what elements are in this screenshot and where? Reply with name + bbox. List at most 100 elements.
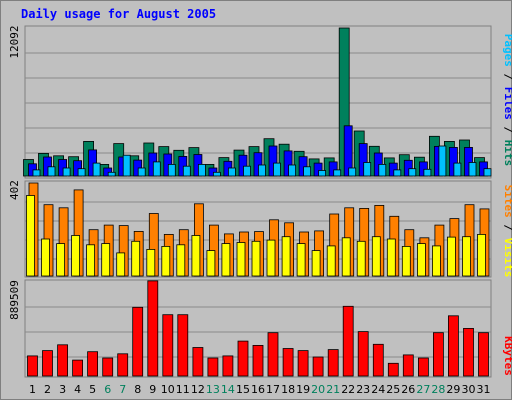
files-bar — [238, 154, 248, 177]
pages-bar — [137, 167, 146, 177]
pages-bar — [333, 169, 342, 177]
kbytes-bar — [297, 350, 309, 377]
x-tick-label: 2 — [44, 383, 51, 396]
legend-sep: / — [502, 218, 512, 238]
visits-bar — [296, 243, 306, 277]
visits-bar — [146, 248, 156, 277]
x-tick-label: 13 — [206, 383, 220, 396]
pages-bar — [378, 163, 387, 177]
legend-sep: / — [502, 120, 512, 140]
kbytes-bar — [312, 356, 324, 377]
visits-bar — [71, 235, 80, 277]
visits-bar — [161, 245, 171, 277]
visits-bar — [326, 245, 336, 277]
files-bar — [464, 146, 473, 177]
files-bar — [283, 150, 293, 177]
kbytes-bar — [72, 359, 83, 377]
visits-bar — [311, 250, 321, 277]
visits-bar — [477, 233, 486, 277]
kbytes-bar — [117, 353, 129, 377]
x-tick-label: 31 — [477, 383, 491, 396]
pages-bar — [152, 161, 161, 177]
pages-bar — [227, 167, 236, 177]
pages-bar — [423, 168, 432, 177]
x-axis-day-labels: 1 2 3 4 5 6 7 8 9 10 11 12 13 14 15 16 17 18 19 20 21 22 23 24 2… — [29, 383, 491, 396]
x-tick-label: 25 — [386, 383, 400, 396]
visits-bar — [176, 244, 186, 277]
visits-bar — [131, 240, 141, 277]
legend-files: Files — [502, 87, 512, 120]
visits-bar — [416, 243, 426, 277]
files-bar — [328, 161, 338, 177]
kbytes-bar — [357, 331, 369, 377]
visits-bar — [236, 242, 246, 277]
visits-bar — [341, 237, 351, 277]
legend-hits: Hits — [502, 140, 512, 167]
visits-bar — [116, 252, 126, 277]
x-tick-label: 26 — [401, 383, 415, 396]
files-bar — [313, 162, 323, 177]
kbytes-bar — [102, 357, 114, 377]
pages-bar — [32, 169, 41, 177]
legend-sep: / — [502, 67, 512, 87]
x-tick-label: 11 — [176, 383, 190, 396]
pages-bar — [318, 170, 327, 177]
chart-title: Daily usage for August 2005 — [21, 7, 216, 21]
pages-bar — [273, 162, 281, 177]
x-tick-label: 8 — [134, 383, 141, 396]
kbytes-bar — [207, 357, 219, 377]
visits-bar — [431, 245, 441, 277]
x-tick-label: 17 — [266, 383, 280, 396]
hits-legend: Pages / Files / Hits — [502, 34, 512, 167]
x-tick-label: 21 — [326, 383, 340, 396]
kbytes-bar — [42, 350, 53, 377]
x-tick-label: 20 — [311, 383, 325, 396]
kbytes-bar — [237, 340, 249, 377]
x-tick-label: 10 — [161, 383, 175, 396]
kbytes-bar — [192, 347, 204, 377]
visits-bar — [446, 236, 456, 277]
pages-bar — [303, 166, 312, 177]
kbytes-bar — [132, 306, 144, 377]
kbytes-bar — [478, 332, 489, 377]
kbytes-bar — [267, 332, 279, 377]
kbytes-bar — [177, 314, 189, 377]
kbytes-bar — [87, 351, 98, 377]
x-tick-label: 24 — [371, 383, 385, 396]
kbytes-max-label: 889509 — [8, 280, 21, 320]
hits-panel: 12092 Pages / Files / Hits — [8, 25, 512, 179]
pages-bar — [363, 162, 372, 177]
visits-bar — [221, 243, 231, 277]
kbytes-bar — [147, 280, 159, 377]
legend-visits: Visits — [502, 238, 512, 278]
files-bar — [253, 152, 263, 177]
pages-bar — [212, 171, 221, 177]
x-tick-label: 15 — [236, 383, 250, 396]
visits-panel: 402 Sites / Visits — [8, 180, 512, 278]
kbytes-legend: KBytes — [502, 336, 512, 376]
pages-bar — [197, 163, 206, 177]
kbytes-bar — [387, 362, 399, 377]
x-tick-label: 4 — [74, 383, 81, 396]
legend-kbytes: KBytes — [502, 336, 512, 376]
visits-bar — [191, 235, 201, 277]
x-tick-label: 27 — [416, 383, 430, 396]
kbytes-bar — [222, 355, 234, 377]
pages-bar — [258, 164, 266, 177]
visits-bar — [401, 245, 411, 277]
visits-bar — [371, 236, 381, 277]
hits-bars — [23, 27, 492, 177]
legend-sites: Sites — [502, 185, 512, 218]
x-tick-label: 29 — [446, 383, 460, 396]
pages-bar — [182, 165, 191, 177]
legend-pages: Pages — [502, 34, 512, 67]
x-tick-label: 6 — [104, 383, 111, 396]
x-tick-label: 18 — [281, 383, 295, 396]
visits-bar — [86, 244, 95, 277]
pages-bar — [468, 162, 477, 177]
kbytes-bar — [282, 348, 294, 377]
kbytes-panel: 889509 KBytes — [8, 279, 512, 378]
pages-bar — [483, 168, 492, 177]
pages-bar — [438, 145, 447, 177]
